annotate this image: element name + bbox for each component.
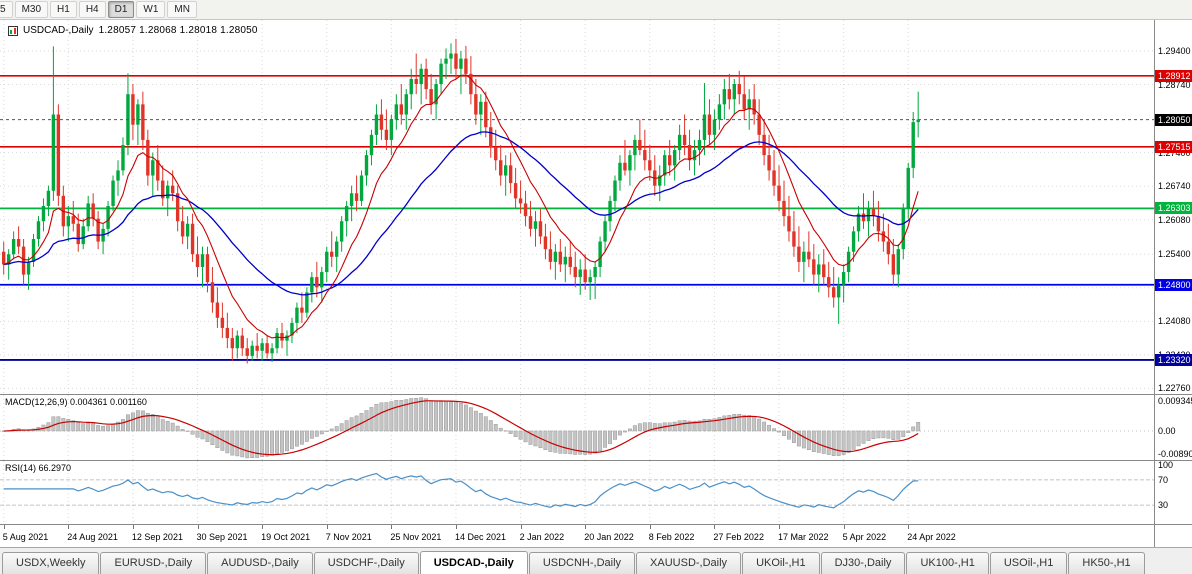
macd-axis-max: 0.009345 xyxy=(1158,396,1192,406)
timeframe-button-H1[interactable]: H1 xyxy=(50,1,77,18)
date-label: 24 Apr 2022 xyxy=(907,532,956,542)
timeframe-button-MN[interactable]: MN xyxy=(167,1,197,18)
price-level-badge: 1.28912 xyxy=(1155,69,1192,82)
time-axis-tick xyxy=(3,525,5,529)
chart-tab-dj30-daily[interactable]: DJ30-,Daily xyxy=(820,552,906,574)
price-level-badge: 1.23320 xyxy=(1155,353,1192,366)
chart-symbol-label: USDCAD-,Daily xyxy=(23,25,94,36)
timeframe-button-5[interactable]: 5 xyxy=(0,1,13,18)
time-axis-tick xyxy=(714,525,716,529)
time-axis-tick xyxy=(391,525,393,529)
candles-layer xyxy=(2,38,920,364)
macd-label: MACD(12,26,9) 0.004361 0.001160 xyxy=(5,397,147,407)
current-price-badge: 1.28050 xyxy=(1155,113,1192,126)
ma-fast-line xyxy=(3,74,919,339)
time-axis-tick xyxy=(779,525,781,529)
chart-tab-usdx-weekly[interactable]: USDX,Weekly xyxy=(2,552,100,574)
rsi-line xyxy=(3,472,919,509)
time-axis-tick xyxy=(262,525,264,529)
chart-tab-uk100-h1[interactable]: UK100-,H1 xyxy=(906,552,989,574)
chart-tab-usdchf-daily[interactable]: USDCHF-,Daily xyxy=(313,552,419,574)
chart-tab-hk50-h1[interactable]: HK50-,H1 xyxy=(1068,552,1145,574)
timeframe-button-M30[interactable]: M30 xyxy=(14,1,49,18)
price-axis-label: 1.29400 xyxy=(1158,45,1191,56)
date-label: 24 Aug 2021 xyxy=(67,532,118,542)
macd-axis-zero: 0.00 xyxy=(1158,425,1176,436)
macd-axis[interactable]: 0.009345 0.00 -0.00890 xyxy=(1154,395,1192,460)
macd-axis-min: -0.00890 xyxy=(1158,449,1192,459)
price-level-badge: 1.27515 xyxy=(1155,140,1192,153)
price-axis-label: 1.26080 xyxy=(1158,214,1191,225)
chart-icon xyxy=(8,25,18,36)
date-label: 7 Nov 2021 xyxy=(325,532,372,542)
macd-histogram xyxy=(1,397,921,459)
chart-tab-eurusd-daily[interactable]: EURUSD-,Daily xyxy=(100,552,207,574)
chart-tab-usdcnh-daily[interactable]: USDCNH-,Daily xyxy=(528,552,636,574)
rsi-axis-100: 100 xyxy=(1158,460,1174,470)
ma-slow-line xyxy=(3,131,919,296)
date-label: 2 Jan 2022 xyxy=(519,532,565,542)
macd-canvas[interactable] xyxy=(0,395,1155,460)
timeframe-button-D1[interactable]: D1 xyxy=(107,1,135,18)
chart-tab-audusd-daily[interactable]: AUDUSD-,Daily xyxy=(207,552,313,574)
date-label: 19 Oct 2021 xyxy=(261,532,311,542)
price-level-badge: 1.24800 xyxy=(1155,278,1192,291)
chart-ohlc-values: 1.28057 1.28068 1.28018 1.28050 xyxy=(98,25,258,36)
date-label: 25 Nov 2021 xyxy=(390,532,442,542)
chart-tab-ukoil-h1[interactable]: UKOil-,H1 xyxy=(742,552,820,574)
timeframe-button-W1[interactable]: W1 xyxy=(136,1,166,18)
date-label: 17 Mar 2022 xyxy=(778,532,829,542)
chart-tab-xauusd-daily[interactable]: XAUUSD-,Daily xyxy=(636,552,742,574)
time-axis-tick xyxy=(649,525,651,529)
macd-signal-line xyxy=(3,400,919,456)
levels-layer xyxy=(0,74,1155,361)
price-axis-label: 1.28740 xyxy=(1158,79,1191,90)
rsi-label: RSI(14) 66.2970 xyxy=(5,463,72,473)
date-label: 30 Sep 2021 xyxy=(196,532,248,542)
date-label: 5 Apr 2022 xyxy=(842,532,887,542)
price-level-badge: 1.26303 xyxy=(1155,202,1192,215)
price-axis[interactable]: 1.294001.287401.274001.267401.260801.254… xyxy=(1154,20,1192,394)
date-label: 12 Sep 2021 xyxy=(131,532,183,542)
time-axis-tick xyxy=(520,525,522,529)
time-axis-tick xyxy=(585,525,587,529)
chart-title: USDCAD-,Daily 1.28057 1.28068 1.28018 1.… xyxy=(8,25,258,36)
rsi-axis-70: 70 xyxy=(1158,475,1169,485)
date-label: 5 Aug 2021 xyxy=(2,532,49,542)
rsi-axis[interactable]: 100 70 30 xyxy=(1154,460,1192,524)
time-axis[interactable]: 5 Aug 2021 24 Aug 2021 12 Sep 2021 30 Sep 2… xyxy=(0,524,1192,547)
time-axis-tick xyxy=(68,525,70,529)
time-axis-corner xyxy=(1154,525,1192,547)
time-axis-tick xyxy=(197,525,199,529)
timeframe-toolbar: 5 M30 H1 H4 D1 W1 MN xyxy=(0,0,1192,20)
time-axis-tick xyxy=(326,525,328,529)
date-label: 14 Dec 2021 xyxy=(454,532,507,542)
price-axis-label: 1.24080 xyxy=(1158,316,1191,327)
time-axis-tick xyxy=(132,525,134,529)
macd-panel: MACD(12,26,9) 0.004361 0.001160 0.009345… xyxy=(0,394,1192,460)
price-chart-canvas[interactable] xyxy=(0,20,1155,394)
rsi-panel: RSI(14) 66.2970 100 70 30 xyxy=(0,460,1192,524)
date-label: 20 Jan 2022 xyxy=(584,532,634,542)
chart-tab-bar: USDX,Weekly EURUSD-,Daily AUDUSD-,Daily USD… xyxy=(0,547,1192,574)
price-axis-label: 1.22760 xyxy=(1158,383,1191,394)
chart-tab-usdcad-daily[interactable]: USDCAD-,Daily xyxy=(419,551,528,574)
date-label: 8 Feb 2022 xyxy=(648,532,695,542)
price-axis-label: 1.26740 xyxy=(1158,181,1191,192)
time-axis-tick xyxy=(455,525,457,529)
price-chart-panel: USDCAD-,Daily 1.28057 1.28068 1.28018 1.… xyxy=(0,20,1192,394)
rsi-axis-30: 30 xyxy=(1158,500,1169,510)
chart-tab-usoil-h1[interactable]: USOil-,H1 xyxy=(989,552,1068,574)
time-axis-tick xyxy=(908,525,910,529)
price-axis-label: 1.25400 xyxy=(1158,249,1191,260)
timeframe-button-H4[interactable]: H4 xyxy=(78,1,106,18)
rsi-canvas[interactable] xyxy=(0,461,1155,524)
time-axis-tick xyxy=(843,525,845,529)
date-label: 27 Feb 2022 xyxy=(713,532,764,542)
